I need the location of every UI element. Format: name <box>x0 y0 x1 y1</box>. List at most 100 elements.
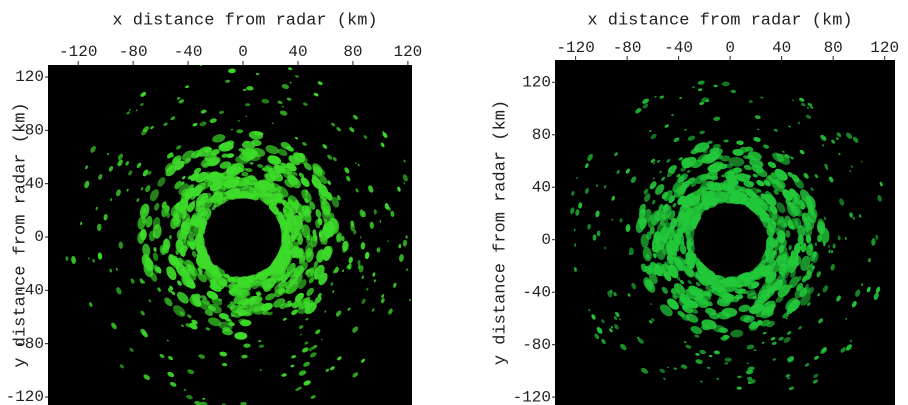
echo <box>241 172 249 177</box>
echo <box>762 293 770 300</box>
echo <box>198 354 205 359</box>
echo <box>116 287 122 295</box>
echo <box>748 100 753 103</box>
echo <box>625 224 631 233</box>
echo <box>771 258 783 273</box>
echo <box>412 198 417 204</box>
echo <box>773 189 779 195</box>
echo <box>246 86 254 91</box>
echo <box>677 310 685 317</box>
echo <box>794 286 805 299</box>
echo <box>691 86 696 89</box>
echo <box>782 189 793 201</box>
echo <box>851 301 857 308</box>
echo <box>830 263 835 271</box>
echo <box>812 265 815 270</box>
echo <box>303 380 311 386</box>
echo <box>636 336 640 340</box>
x-tick-label: 40 <box>288 43 307 61</box>
echo <box>183 389 187 391</box>
echo <box>285 219 294 232</box>
echo <box>753 299 765 308</box>
echo <box>816 271 821 278</box>
echo <box>258 344 265 348</box>
echo <box>713 84 718 88</box>
echo <box>661 191 668 200</box>
echo <box>236 129 244 134</box>
echo <box>195 171 209 183</box>
echo <box>801 213 807 220</box>
echo <box>694 334 700 338</box>
echo <box>163 122 168 127</box>
echo <box>849 212 853 218</box>
echo <box>660 214 666 223</box>
echo <box>806 106 810 109</box>
echo <box>322 208 332 224</box>
y-tick-label: 120 <box>522 74 551 92</box>
echo <box>298 370 307 376</box>
echo <box>653 162 655 165</box>
echo <box>319 195 327 206</box>
echo <box>679 243 687 255</box>
y-tick-label: -120 <box>513 388 551 405</box>
echo <box>218 110 225 115</box>
echo <box>308 347 314 352</box>
echo <box>199 121 207 127</box>
echo <box>746 344 755 350</box>
echo <box>153 247 157 252</box>
echo <box>169 381 177 387</box>
echo <box>126 188 129 192</box>
echo <box>574 243 577 247</box>
echo <box>654 96 657 98</box>
echo <box>705 307 717 316</box>
echo <box>724 362 729 365</box>
echo <box>587 223 591 230</box>
echo <box>291 234 296 242</box>
echo <box>288 67 293 71</box>
echo <box>280 141 292 150</box>
echo <box>225 187 241 198</box>
echo <box>799 149 805 155</box>
echo <box>720 336 728 341</box>
echo <box>412 206 415 211</box>
echo <box>705 170 718 179</box>
echo <box>788 386 794 391</box>
echo <box>771 341 777 346</box>
echo <box>671 256 682 272</box>
echo <box>145 185 151 193</box>
echo <box>346 265 349 269</box>
echo <box>115 267 118 271</box>
echo <box>777 230 786 244</box>
echo <box>291 299 302 309</box>
echo <box>130 278 135 284</box>
echo <box>756 180 765 187</box>
echo <box>793 177 804 189</box>
echo <box>688 237 695 247</box>
echo <box>317 292 322 298</box>
echo <box>703 150 708 154</box>
echo <box>176 229 184 241</box>
echo <box>299 220 303 226</box>
echo <box>761 341 765 344</box>
echo <box>662 222 672 237</box>
echo <box>382 132 388 138</box>
echo <box>313 92 319 97</box>
echo <box>159 353 165 359</box>
echo <box>397 186 401 192</box>
echo <box>139 203 150 219</box>
echo <box>736 140 744 146</box>
echo <box>180 190 192 203</box>
echo <box>332 157 337 162</box>
echo <box>142 169 149 177</box>
echo <box>640 367 649 374</box>
blind-zone <box>204 198 282 276</box>
echo <box>695 270 710 283</box>
echo <box>743 277 751 283</box>
echo <box>284 179 294 188</box>
echo <box>248 274 259 282</box>
y-axis-label: y distance from radar (km) <box>11 102 30 367</box>
echo <box>328 227 333 234</box>
echo <box>167 371 175 378</box>
echo <box>800 242 807 253</box>
echo <box>295 136 299 140</box>
